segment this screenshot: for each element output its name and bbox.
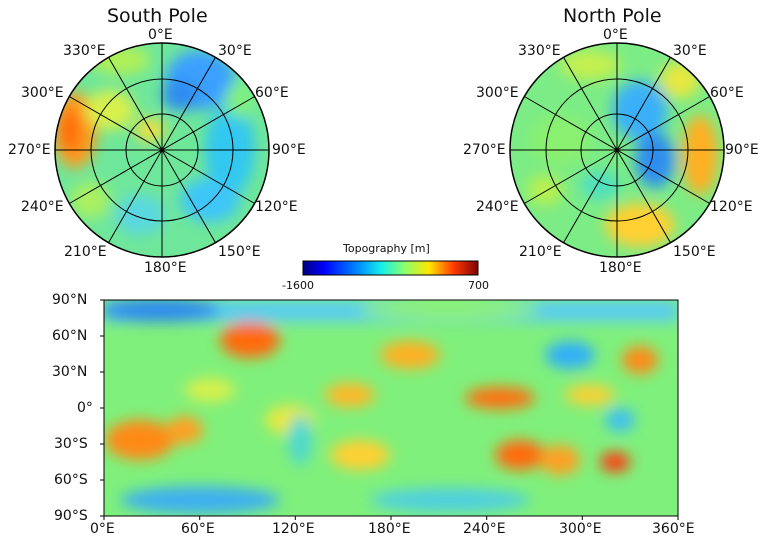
south-pole-lon-120: 120°E <box>255 199 298 215</box>
south-pole-lon-330: 330°E <box>63 43 106 59</box>
south-pole-lon-30: 30°E <box>218 43 252 59</box>
lon-label-300: 300°E <box>559 521 602 537</box>
lon-label-60: 60°E <box>181 521 215 537</box>
south-pole-lon-60: 60°E <box>255 85 289 101</box>
colorbar-title: Topography [m] <box>343 242 430 255</box>
north-pole-lon-300: 300°E <box>476 85 519 101</box>
north-pole-lon-270: 270°E <box>463 142 506 158</box>
lat-label-0: 0° <box>77 400 93 416</box>
south-pole-lon-180: 180°E <box>144 260 187 276</box>
lat-label-30n: 30°N <box>52 364 88 380</box>
colorbar-gradient <box>302 260 479 276</box>
colorbar-max-label: 700 <box>468 279 489 292</box>
lon-label-120: 120°E <box>272 521 315 537</box>
lat-label-60n: 60°N <box>52 328 88 344</box>
north-pole-lon-60: 60°E <box>710 85 744 101</box>
north-pole-lon-240: 240°E <box>476 199 519 215</box>
north-pole-lon-90: 90°E <box>725 142 759 158</box>
lat-label-30s: 30°S <box>54 436 88 452</box>
global-topography-map <box>100 299 679 520</box>
north-pole-lon-120: 120°E <box>710 199 753 215</box>
lat-label-60s: 60°S <box>54 472 88 488</box>
colorbar-min-label: -1600 <box>282 279 314 292</box>
north-pole-lon-150: 150°E <box>673 244 716 260</box>
south-pole-lon-270: 270°E <box>8 142 51 158</box>
north-pole-lon-0: 0°E <box>603 27 628 43</box>
south-pole-lon-240: 240°E <box>21 199 64 215</box>
south-pole-title: South Pole <box>107 5 208 27</box>
north-pole-lon-30: 30°E <box>673 43 707 59</box>
lon-label-360: 360°E <box>652 521 695 537</box>
south-pole-lon-210: 210°E <box>64 244 107 260</box>
south-pole-lon-300: 300°E <box>21 85 64 101</box>
south-pole-lon-0: 0°E <box>148 27 173 43</box>
north-pole-lon-330: 330°E <box>518 43 561 59</box>
north-pole-lon-180: 180°E <box>599 260 642 276</box>
north-pole-title: North Pole <box>563 5 662 27</box>
lat-label-90n: 90°N <box>52 292 88 308</box>
north-pole-lon-210: 210°E <box>519 244 562 260</box>
lon-label-240: 240°E <box>463 521 506 537</box>
south-pole-lon-150: 150°E <box>218 244 261 260</box>
lat-label-90s: 90°S <box>54 508 88 524</box>
lon-label-0: 0°E <box>90 521 115 537</box>
south-pole-lon-90: 90°E <box>272 142 306 158</box>
lon-label-180: 180°E <box>368 521 411 537</box>
